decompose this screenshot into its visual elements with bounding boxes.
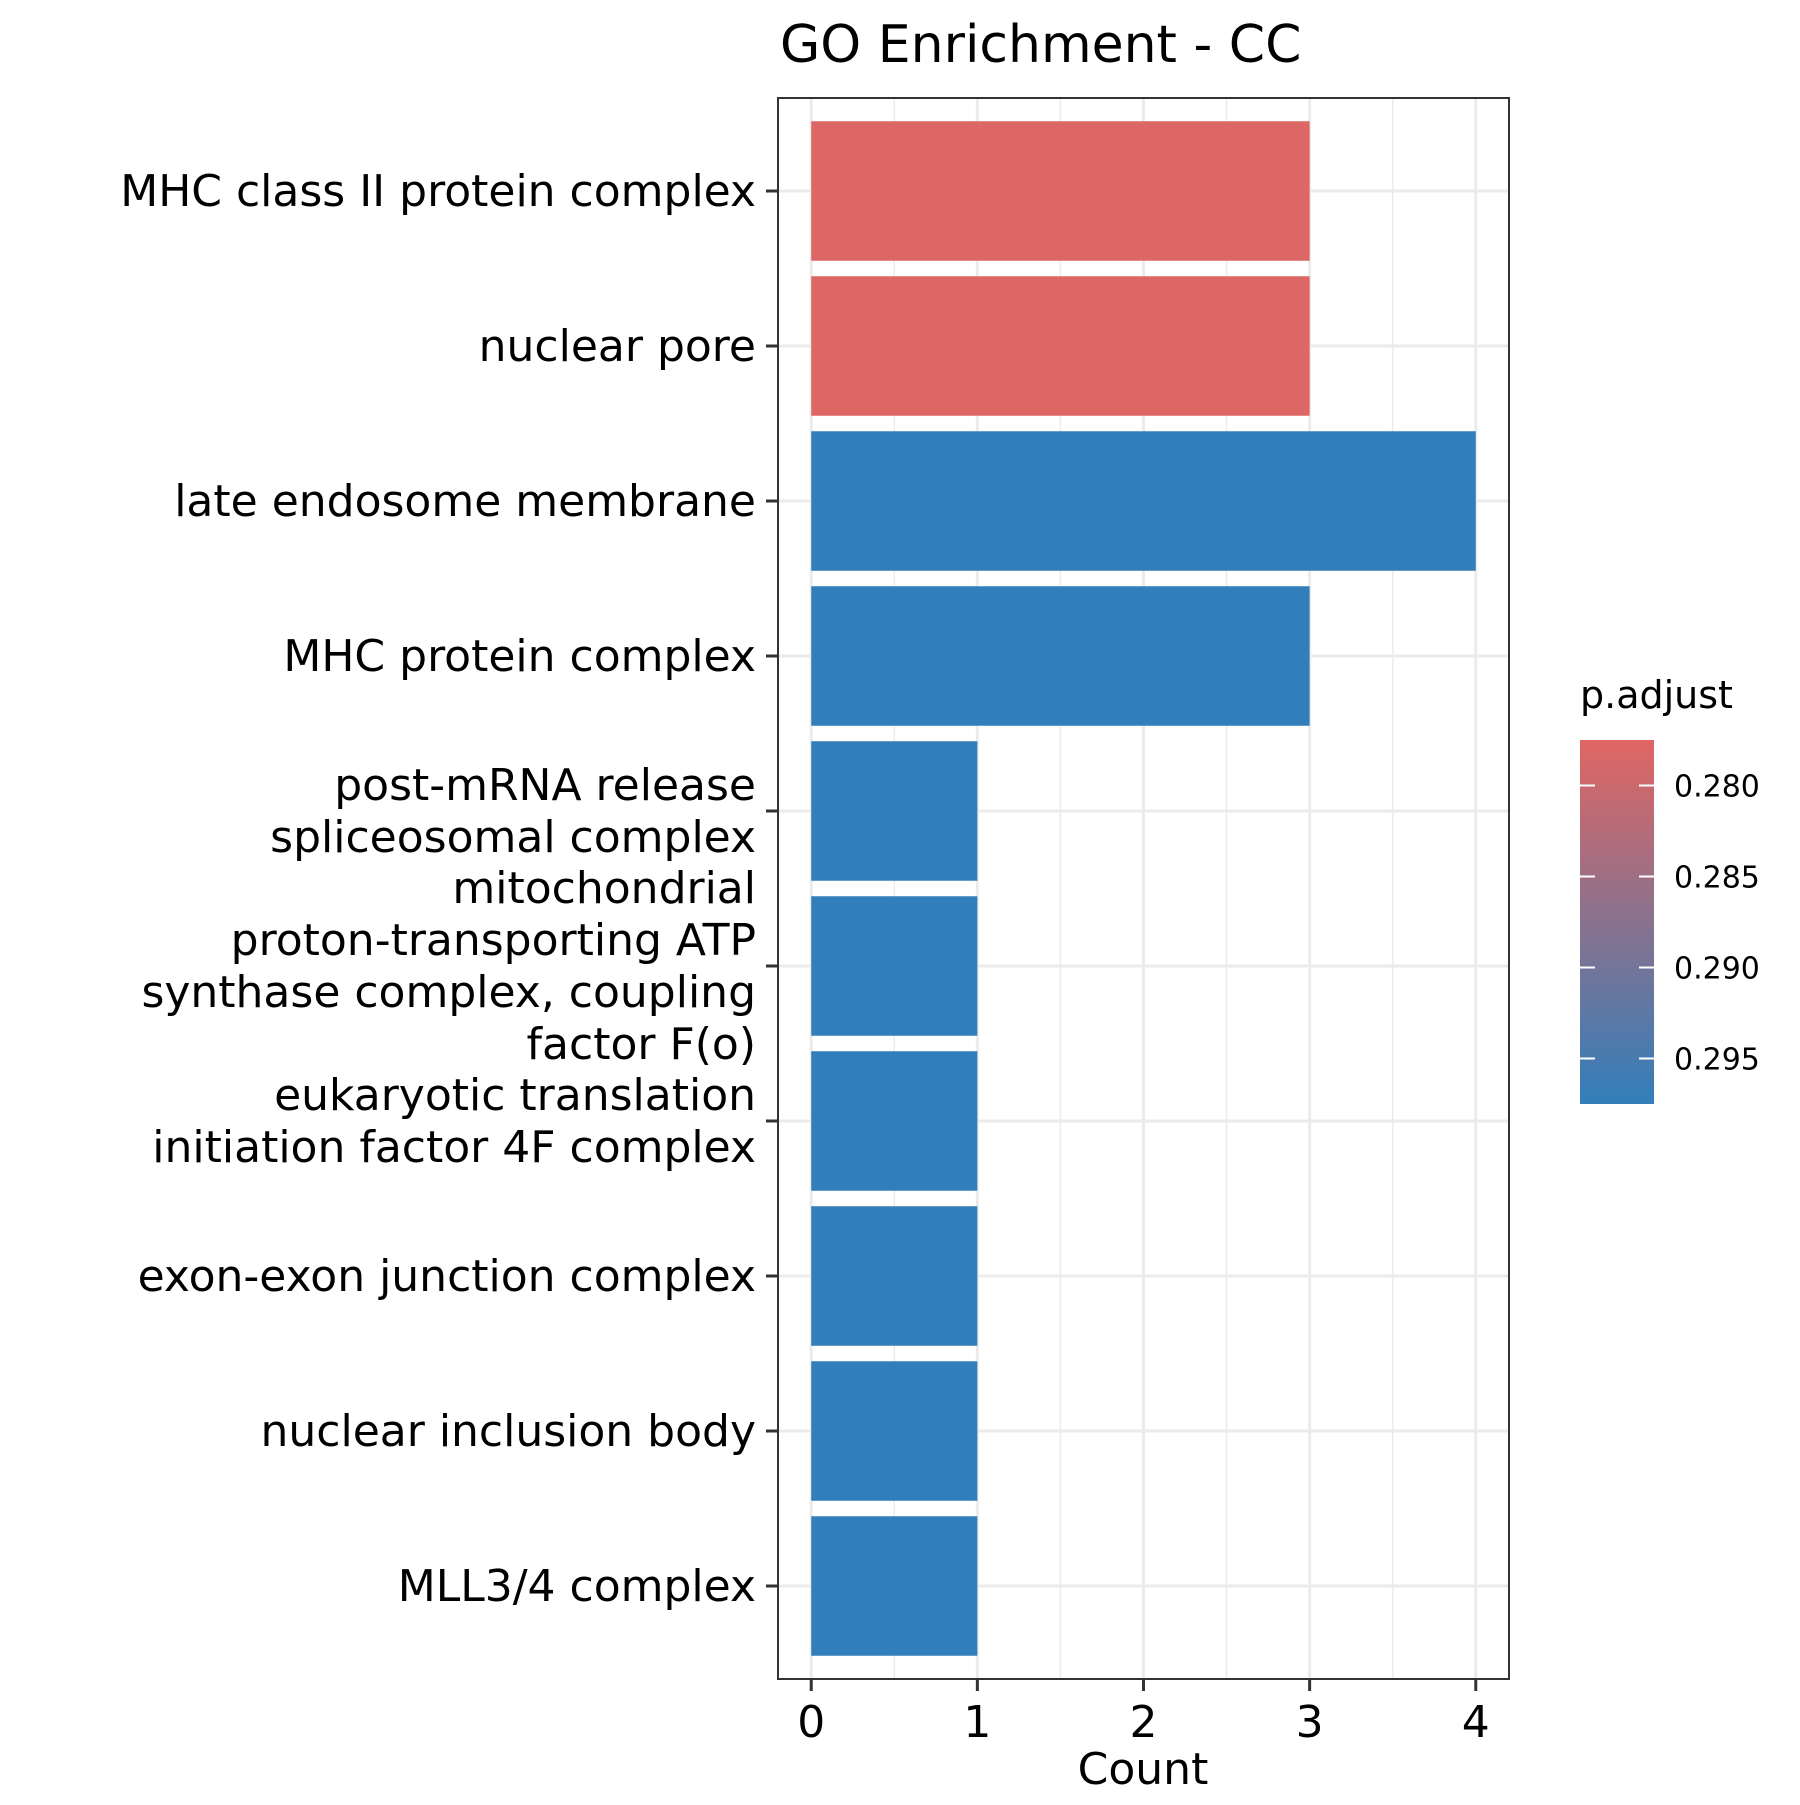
bar	[811, 1361, 978, 1501]
legend-tick-label: 0.295	[1674, 1043, 1760, 1078]
x-tick-label: 0	[797, 1697, 825, 1748]
x-axis-title: Count	[1078, 1744, 1209, 1795]
y-tick-label: MHC protein complex	[283, 631, 756, 682]
legend-title: p.adjust	[1580, 673, 1733, 717]
x-tick-label: 4	[1462, 1697, 1490, 1748]
y-tick-label: mitochondrial proton-transporting ATP synt…	[141, 863, 756, 1070]
bar	[811, 586, 1310, 726]
y-tick-label: nuclear inclusion body	[261, 1406, 756, 1457]
bar	[811, 741, 978, 881]
legend-tick-label: 0.280	[1674, 770, 1760, 805]
y-tick-label: nuclear pore	[479, 321, 756, 372]
legend-ticks: 0.280 0.285 0.290 0.295	[1580, 770, 1760, 1078]
color-legend: p.adjust 0.280 0.285 0.290 0.295	[1580, 673, 1760, 1104]
y-tick-label: late endosome membrane	[174, 476, 756, 527]
x-axis: 0 1 2 3 4	[797, 1679, 1490, 1748]
y-tick-label: MLL3/4 complex	[398, 1561, 756, 1612]
y-tick-label: exon-exon junction complex	[138, 1251, 756, 1302]
x-tick-label: 3	[1296, 1697, 1324, 1748]
y-tick-label: post-mRNA release spliceosomal complex	[270, 760, 756, 863]
legend-colorbar	[1580, 740, 1654, 1104]
y-tick-label: MHC class II protein complex	[120, 166, 756, 217]
bar	[811, 276, 1310, 416]
bar	[811, 121, 1310, 261]
bar	[811, 1206, 978, 1346]
x-tick-label: 2	[1130, 1697, 1158, 1748]
legend-tick-label: 0.285	[1674, 861, 1760, 896]
bar	[811, 896, 978, 1036]
y-axis: MHC class II protein complex nuclear pore…	[120, 166, 778, 1612]
legend-tick-label: 0.290	[1674, 952, 1760, 987]
x-tick-label: 1	[963, 1697, 991, 1748]
bar	[811, 1051, 978, 1191]
bar	[811, 1516, 978, 1656]
bar	[811, 431, 1476, 571]
bars	[811, 121, 1476, 1656]
chart-title: GO Enrichment - CC	[780, 15, 1301, 75]
y-tick-label: eukaryotic translation initiation factor …	[152, 1070, 756, 1173]
